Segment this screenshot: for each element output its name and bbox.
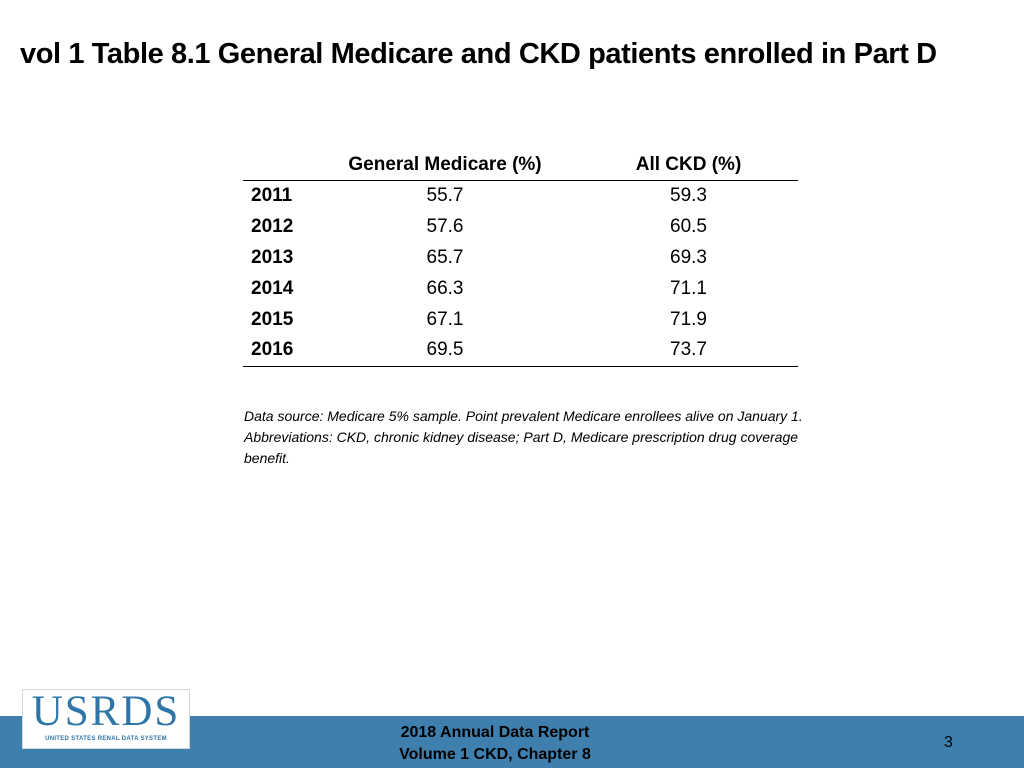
footer-report-line1: 2018 Annual Data Report: [400, 724, 590, 741]
general-medicare-cell: 55.7: [426, 185, 464, 207]
table-row: 2016 69.5 73.7: [243, 334, 798, 367]
general-medicare-cell: 66.3: [426, 277, 464, 299]
data-table: General Medicare (%) All CKD (%) 2011 55…: [243, 150, 798, 367]
column-header-year: [243, 150, 311, 181]
all-ckd-cell: 60.5: [670, 216, 707, 238]
all-ckd-cell: 59.3: [670, 185, 707, 207]
general-medicare-cell: 65.7: [426, 246, 464, 268]
logo-subtitle: UNITED STATES RENAL DATA SYSTEM: [45, 736, 167, 742]
column-header-general-medicare: General Medicare (%): [311, 150, 579, 181]
general-medicare-cell: 57.6: [426, 216, 464, 238]
column-header-all-ckd: All CKD (%): [579, 150, 798, 181]
year-cell: 2014: [251, 277, 294, 299]
table-row: 2012 57.6 60.5: [243, 212, 798, 243]
all-ckd-cell: 71.9: [670, 308, 707, 330]
all-ckd-cell: 71.1: [670, 277, 707, 299]
table-header-row: General Medicare (%) All CKD (%): [243, 150, 798, 181]
table-row: 2014 66.3 71.1: [243, 273, 798, 304]
logo-wordmark: USRDS: [31, 688, 181, 735]
usrds-logo: USRDS UNITED STATES RENAL DATA SYSTEM: [22, 689, 190, 749]
table-row: 2013 65.7 69.3: [243, 243, 798, 274]
year-cell: 2012: [251, 216, 294, 238]
table-row: 2015 67.1 71.9: [243, 304, 798, 335]
footer-report-title: 2018 Annual Data Report Volume 1 CKD, Ch…: [0, 722, 990, 766]
year-cell: 2015: [251, 308, 294, 330]
year-cell: 2016: [243, 334, 311, 367]
page-number: 3: [944, 734, 953, 751]
table-row: 2011 55.7 59.3: [243, 181, 798, 212]
general-medicare-cell: 69.5: [311, 334, 579, 367]
all-ckd-cell: 69.3: [670, 246, 707, 268]
slide-title: vol 1 Table 8.1 General Medicare and CKD…: [20, 38, 937, 70]
footer-report-line2: Volume 1 CKD, Chapter 8: [399, 746, 591, 763]
all-ckd-cell: 73.7: [579, 334, 798, 367]
year-cell: 2011: [251, 185, 293, 207]
footnote: Data source: Medicare 5% sample. Point p…: [244, 408, 803, 466]
year-cell: 2013: [251, 246, 294, 268]
general-medicare-cell: 67.1: [426, 308, 464, 330]
